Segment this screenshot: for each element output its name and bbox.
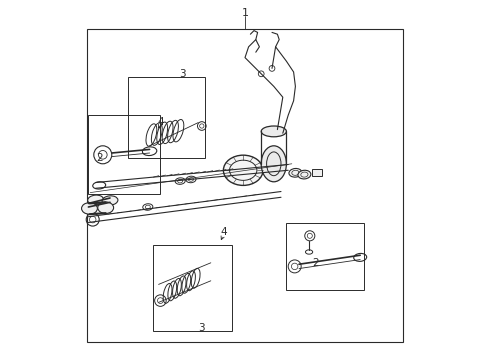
Text: 2: 2 — [312, 258, 318, 268]
Text: 4: 4 — [220, 227, 227, 237]
Ellipse shape — [88, 195, 103, 204]
Text: 3: 3 — [179, 69, 185, 79]
Ellipse shape — [261, 126, 286, 137]
Bar — [87, 29, 403, 342]
Text: 3: 3 — [198, 323, 205, 333]
Ellipse shape — [298, 170, 311, 179]
Bar — [88, 115, 160, 194]
Ellipse shape — [81, 203, 98, 214]
Bar — [286, 223, 364, 290]
Bar — [312, 169, 322, 176]
Text: 2: 2 — [96, 153, 102, 163]
Ellipse shape — [102, 196, 118, 205]
Ellipse shape — [261, 146, 286, 182]
Ellipse shape — [289, 168, 302, 177]
Text: 4: 4 — [157, 117, 164, 127]
Ellipse shape — [223, 155, 263, 185]
Text: 1: 1 — [242, 8, 248, 18]
Bar — [128, 77, 205, 158]
Ellipse shape — [98, 202, 114, 213]
Bar — [153, 245, 232, 331]
